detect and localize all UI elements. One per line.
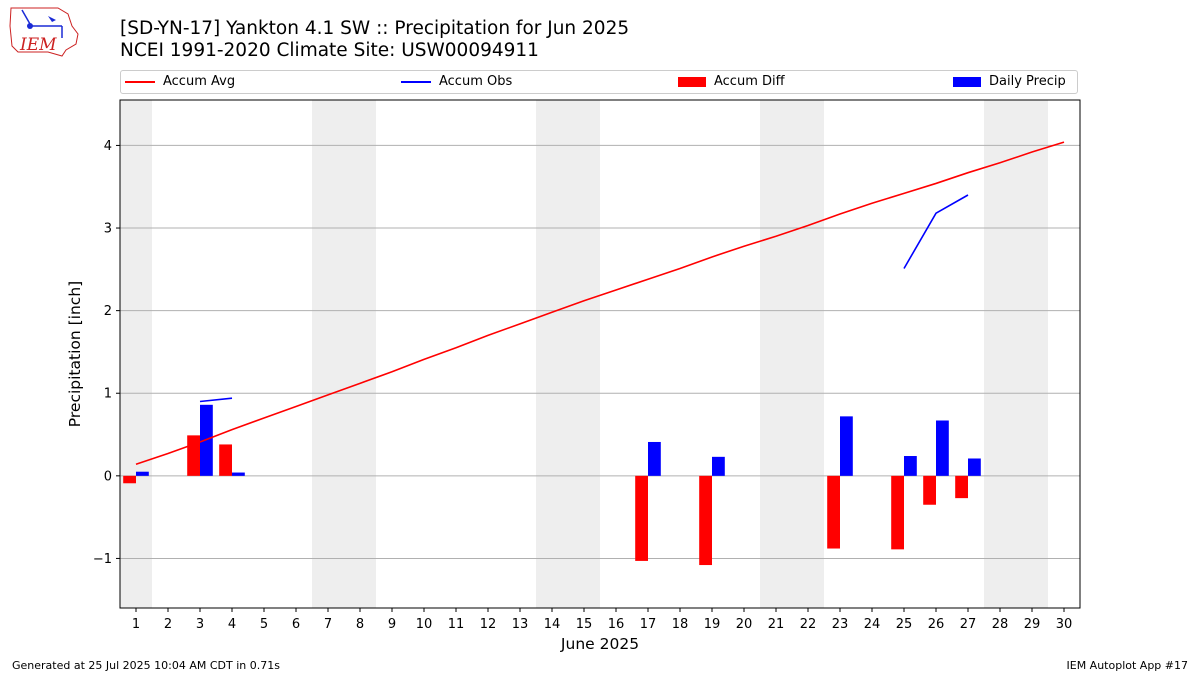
accum-diff-bar bbox=[187, 435, 200, 476]
title-line-2: NCEI 1991-2020 Climate Site: USW00094911 bbox=[120, 40, 539, 61]
accum-diff-bar bbox=[891, 475, 904, 550]
weekend-shade bbox=[312, 100, 376, 608]
x-tick-label: 21 bbox=[768, 617, 785, 632]
weekend-shade bbox=[760, 100, 824, 608]
x-tick-label: 29 bbox=[1024, 617, 1041, 632]
accum-avg-swatch bbox=[125, 80, 155, 83]
x-tick-label: 8 bbox=[356, 617, 364, 632]
accum-obs-line bbox=[199, 397, 233, 403]
footer-generated: Generated at 25 Jul 2025 10:04 AM CDT in… bbox=[12, 659, 280, 672]
accum-diff-bar bbox=[827, 475, 840, 549]
y-tick-label: 4 bbox=[104, 139, 112, 154]
footer-app: IEM Autoplot App #17 bbox=[1066, 659, 1189, 672]
y-axis-label: Precipitation [inch] bbox=[66, 281, 84, 427]
x-tick-label: 15 bbox=[576, 617, 593, 632]
legend-item-accum-diff: Accum Diff bbox=[678, 74, 785, 89]
x-tick-label: 27 bbox=[960, 617, 977, 632]
x-tick-label: 12 bbox=[480, 617, 497, 632]
x-tick-label: 14 bbox=[544, 617, 561, 632]
x-tick-label: 20 bbox=[736, 617, 753, 632]
accum-diff-bar bbox=[123, 475, 136, 484]
y-tick-label: 2 bbox=[104, 304, 112, 319]
accum-obs-line bbox=[903, 194, 969, 269]
x-tick-label: 9 bbox=[388, 617, 396, 632]
legend-item-daily-precip: Daily Precip bbox=[953, 74, 1066, 89]
x-tick-label: 5 bbox=[260, 617, 268, 632]
x-tick-label: 28 bbox=[992, 617, 1009, 632]
x-tick-label: 18 bbox=[672, 617, 689, 632]
daily-precip-bar bbox=[968, 458, 981, 476]
daily-precip-bar bbox=[840, 416, 853, 476]
x-tick-label: 7 bbox=[324, 617, 332, 632]
daily-precip-bar bbox=[936, 420, 949, 476]
accum-avg-line bbox=[135, 141, 1065, 466]
accum-obs-swatch bbox=[401, 80, 431, 83]
chart-legend: Accum Avg Accum Obs Accum Diff Daily Pre… bbox=[120, 70, 1078, 94]
x-tick-label: 24 bbox=[864, 617, 881, 632]
daily-precip-bar bbox=[136, 471, 149, 476]
accum-diff-bar bbox=[219, 444, 232, 476]
y-tick-label: −1 bbox=[93, 552, 112, 567]
x-tick-label: 22 bbox=[800, 617, 817, 632]
accum-diff-bar bbox=[699, 475, 712, 566]
x-tick-label: 16 bbox=[608, 617, 625, 632]
daily-precip-bar bbox=[648, 441, 661, 476]
legend-label-accum-obs: Accum Obs bbox=[439, 74, 513, 89]
legend-label-accum-diff: Accum Diff bbox=[714, 74, 785, 89]
weekend-shade bbox=[536, 100, 600, 608]
x-tick-label: 13 bbox=[512, 617, 529, 632]
accum-diff-bar bbox=[955, 475, 968, 499]
accum-diff-bar bbox=[923, 475, 936, 505]
plot-frame bbox=[119, 99, 1081, 609]
x-tick-label: 10 bbox=[416, 617, 433, 632]
x-tick-label: 2 bbox=[164, 617, 172, 632]
iem-logo: IEM bbox=[9, 7, 79, 57]
daily-precip-bar bbox=[232, 472, 245, 476]
weekend-shade bbox=[120, 100, 152, 608]
accum-diff-bar bbox=[635, 475, 648, 561]
x-tick-label: 11 bbox=[448, 617, 465, 632]
y-tick-label: 3 bbox=[104, 222, 112, 237]
x-tick-label: 6 bbox=[292, 617, 300, 632]
x-tick-label: 4 bbox=[228, 617, 236, 632]
x-tick-label: 23 bbox=[832, 617, 849, 632]
daily-precip-bar bbox=[904, 456, 917, 476]
x-tick-label: 30 bbox=[1056, 617, 1073, 632]
x-tick-label: 1 bbox=[132, 617, 140, 632]
legend-item-accum-obs: Accum Obs bbox=[401, 74, 512, 89]
chart-title: [SD-YN-17] Yankton 4.1 SW :: Precipitati… bbox=[120, 18, 629, 62]
logo-text: IEM bbox=[19, 35, 57, 55]
x-tick-label: 19 bbox=[704, 617, 721, 632]
x-tick-label: 17 bbox=[640, 617, 657, 632]
x-tick-label: 26 bbox=[928, 617, 945, 632]
x-axis-label: June 2025 bbox=[560, 635, 639, 653]
weekend-shade bbox=[984, 100, 1048, 608]
legend-label-accum-avg: Accum Avg bbox=[163, 74, 236, 89]
x-tick-label: 3 bbox=[196, 617, 204, 632]
y-tick-label: 0 bbox=[104, 469, 112, 484]
x-tick-label: 25 bbox=[896, 617, 913, 632]
legend-label-daily-precip: Daily Precip bbox=[989, 74, 1066, 89]
accum-diff-swatch bbox=[678, 76, 706, 87]
y-tick-label: 1 bbox=[104, 387, 112, 402]
daily-precip-swatch bbox=[953, 76, 981, 87]
legend-item-accum-avg: Accum Avg bbox=[125, 74, 235, 89]
daily-precip-bar bbox=[712, 456, 725, 476]
title-line-1: [SD-YN-17] Yankton 4.1 SW :: Precipitati… bbox=[120, 18, 630, 39]
